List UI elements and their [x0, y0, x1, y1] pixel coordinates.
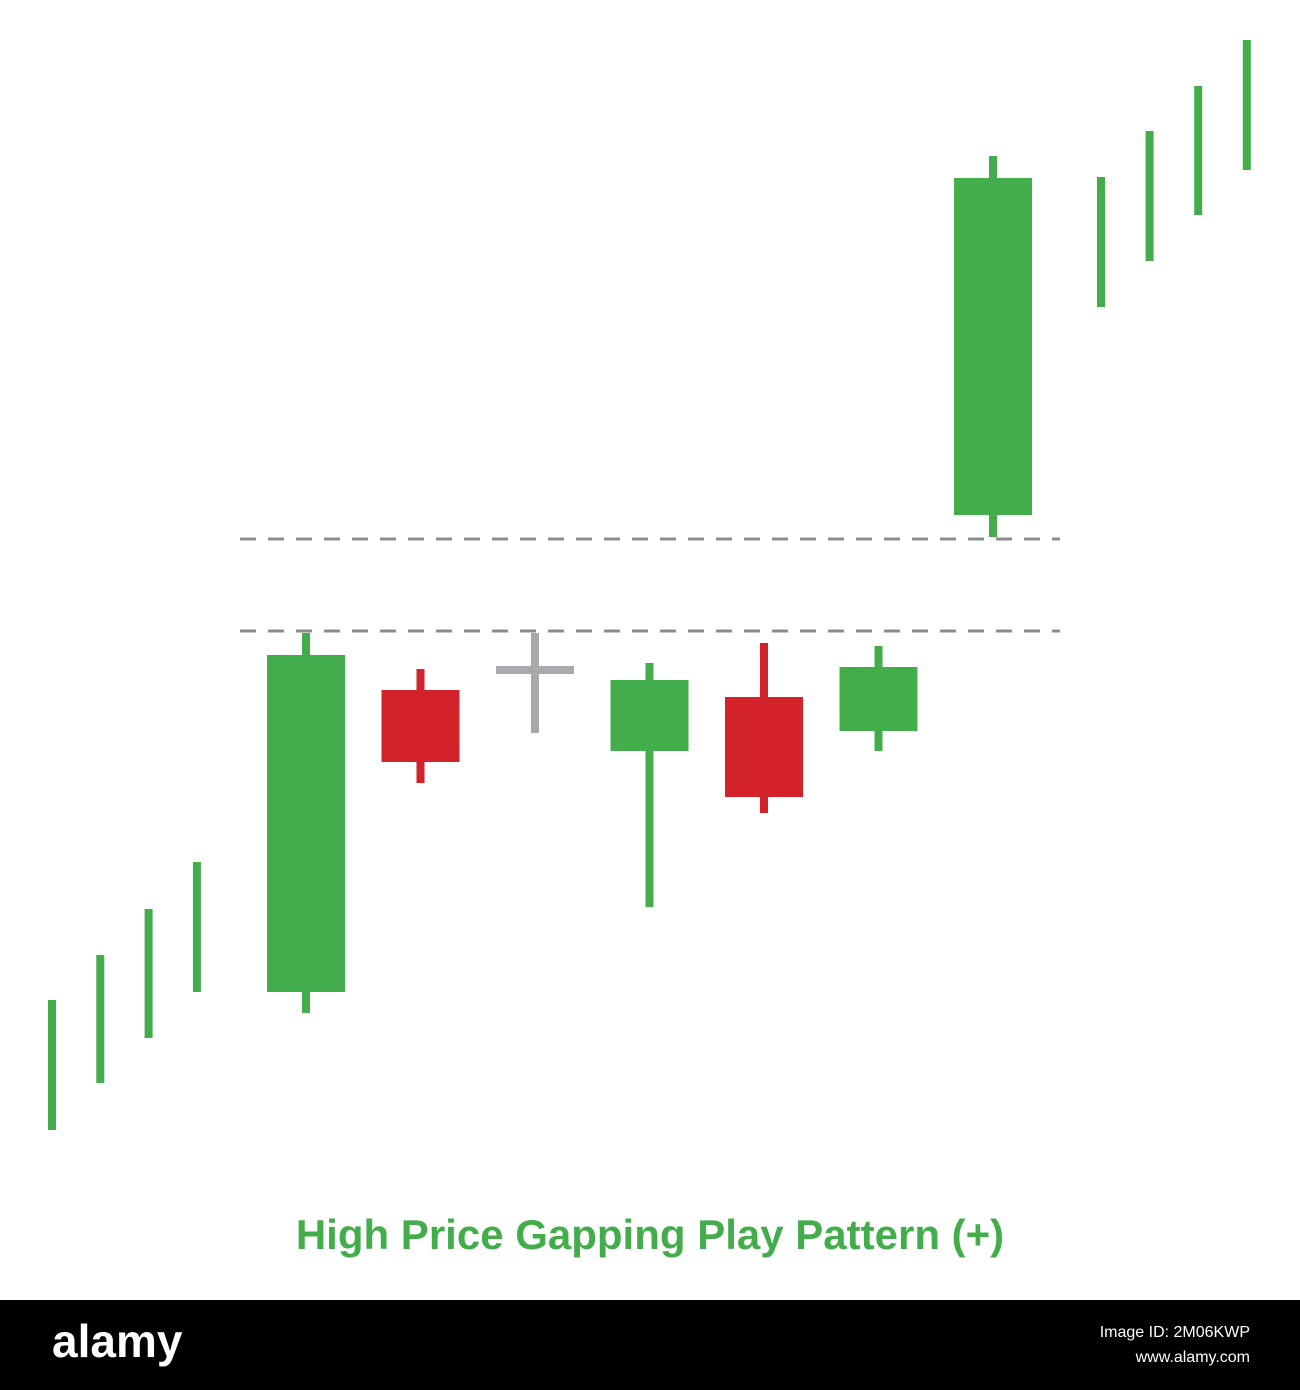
candle-body: [381, 690, 460, 762]
trend-bar: [192, 862, 201, 992]
candle-body: [839, 667, 918, 731]
chart-title: High Price Gapping Play Pattern (+): [296, 1211, 1004, 1258]
candle-body: [267, 655, 345, 992]
trend-bar: [1242, 40, 1251, 170]
candle-body: [725, 697, 803, 797]
watermark-id: Image ID: 2M06KWP: [1100, 1324, 1250, 1341]
trend-bar: [1097, 177, 1105, 307]
trend-bar: [48, 1000, 56, 1130]
trend-bar: [144, 909, 153, 1038]
watermark-brand: alamy: [52, 1315, 183, 1367]
wick: [531, 633, 539, 733]
watermark-band: [0, 1300, 1300, 1390]
candle-body: [496, 666, 574, 674]
trend-bar: [1194, 86, 1203, 215]
watermark-url: www.alamy.com: [1135, 1349, 1250, 1366]
candle-body: [610, 680, 689, 751]
trend-bar: [96, 955, 105, 1083]
candle-body: [954, 178, 1032, 515]
wick: [645, 663, 654, 907]
trend-bar: [1145, 131, 1154, 261]
